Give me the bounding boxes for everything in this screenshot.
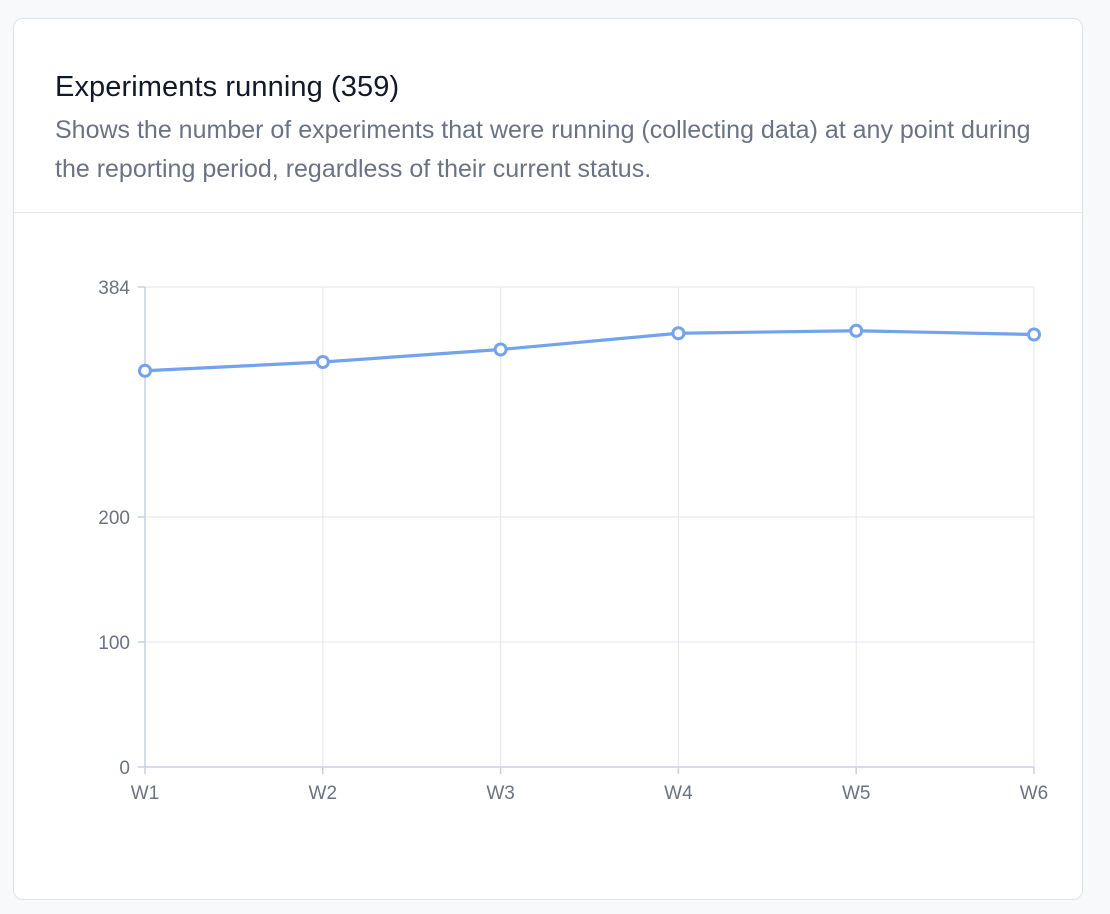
data-point[interactable] bbox=[493, 342, 508, 357]
chart-card: Experiments running (359) Shows the numb… bbox=[13, 18, 1083, 900]
data-point[interactable] bbox=[1027, 327, 1041, 342]
y-tick-label: 384 bbox=[98, 278, 130, 299]
x-tick-label: W6 bbox=[1020, 783, 1049, 804]
data-point[interactable] bbox=[671, 326, 686, 341]
x-tick-label: W1 bbox=[131, 783, 160, 804]
y-tick-label: 100 bbox=[98, 633, 130, 654]
data-point[interactable] bbox=[849, 323, 864, 338]
x-tick-label: W3 bbox=[486, 783, 515, 804]
chart-series bbox=[138, 323, 1041, 378]
card-title: Experiments running (359) bbox=[55, 71, 400, 103]
chart-axes: 0 100 200 384 W1 W2 W3 W4 W5 W6 bbox=[98, 278, 1048, 804]
x-tick-label: W2 bbox=[309, 783, 338, 804]
y-tick-label: 200 bbox=[98, 508, 130, 529]
y-tick-label: 0 bbox=[119, 758, 130, 779]
chart-grid bbox=[144, 286, 1035, 768]
data-point[interactable] bbox=[138, 363, 152, 378]
data-point[interactable] bbox=[315, 355, 330, 369]
card-description: Shows the number of experiments that wer… bbox=[55, 116, 1031, 183]
card-header: Experiments running (359) Shows the numb… bbox=[14, 19, 1082, 213]
x-tick-label: W4 bbox=[664, 783, 693, 804]
series-line bbox=[144, 329, 1035, 373]
x-tick-label: W5 bbox=[842, 783, 871, 804]
